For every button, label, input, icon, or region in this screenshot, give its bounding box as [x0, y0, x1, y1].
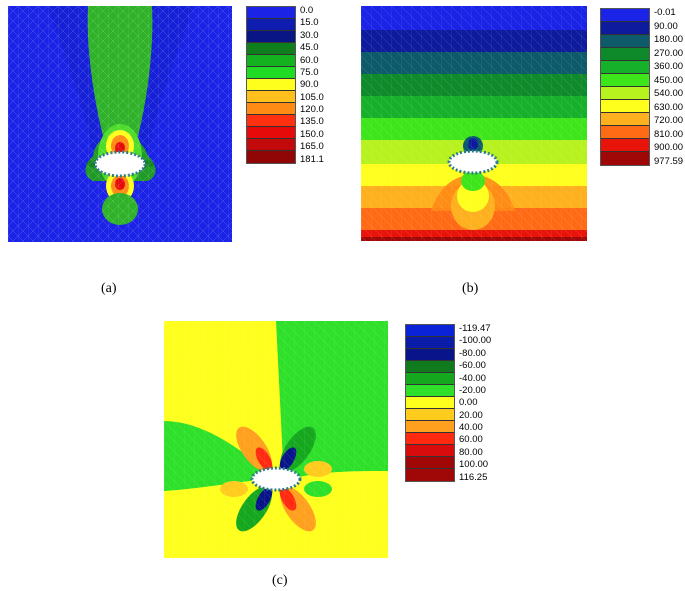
legend-swatch: [601, 9, 649, 22]
legend-label: 40.00: [459, 422, 483, 433]
legend-a: 0.0 15.0 30.0 45.0 60.0 75.0 90.0 105.0 120.0 135…: [246, 6, 324, 164]
legend-b: -0.01 90.00 180.00 270.00 360.00 450.00 540.00…: [600, 8, 683, 166]
legend-label: 60.0: [300, 54, 319, 66]
legend-swatch: [406, 349, 454, 361]
legend-swatch: [406, 337, 454, 349]
legend-swatch: [406, 325, 454, 337]
legend-swatch: [247, 115, 295, 127]
caption-a: (a): [101, 281, 117, 296]
legend-label: 165.0: [300, 141, 324, 153]
legend-swatch: [601, 152, 649, 165]
legend-swatch: [406, 457, 454, 469]
legend-label: -0.01: [654, 7, 676, 18]
legend-label: -60.00: [459, 360, 486, 372]
legend-swatch: [406, 469, 454, 481]
contour-plot-b: [361, 6, 587, 241]
legend-swatch: [601, 139, 649, 152]
legend-label: 0.00: [459, 397, 478, 409]
legend-label: 45.0: [300, 42, 319, 54]
legend-swatch: [601, 35, 649, 48]
legend-swatch: [406, 397, 454, 409]
legend-label: 181.1: [300, 153, 324, 165]
legend-label: 360.00: [654, 61, 684, 72]
legend-swatch: [601, 100, 649, 113]
legend-swatch: [601, 87, 649, 100]
legend-label: 80.00: [459, 446, 483, 458]
legend-label: -20.00: [459, 384, 486, 396]
legend-label: 150.0: [300, 128, 324, 140]
legend-swatch: [406, 433, 454, 445]
legend-swatch: [406, 409, 454, 421]
legend-label: 105.0: [300, 91, 324, 103]
legend-label: 60.00: [459, 434, 483, 446]
contour-plot-a: [8, 6, 232, 242]
legend-swatch: [601, 126, 649, 139]
legend-swatch: [247, 91, 295, 103]
legend-label: 270.00: [654, 47, 684, 59]
legend-label: 15.0: [300, 17, 319, 29]
legend-swatch: [406, 445, 454, 457]
legend-swatch: [601, 74, 649, 87]
legend-c: -119.47 -100.00 -80.00 -60.00 -40.00 -20.00 0.…: [405, 324, 491, 482]
contour-plot-c: [164, 321, 388, 558]
legend-label: 900.00: [654, 142, 684, 153]
legend-label: -80.00: [459, 347, 486, 359]
legend-swatch: [406, 373, 454, 385]
legend-swatch: [247, 31, 295, 43]
legend-label: 90.00: [654, 20, 678, 32]
legend-swatch: [247, 79, 295, 91]
legend-label: 977.59: [654, 155, 684, 167]
legend-label: 116.25: [459, 471, 488, 483]
legend-swatch: [601, 48, 649, 61]
legend-label: 30.0: [300, 29, 319, 41]
caption-b: (b): [462, 281, 479, 296]
legend-label: -100.00: [459, 335, 492, 347]
legend-swatch: [406, 385, 454, 397]
legend-swatch: [406, 421, 454, 433]
legend-label: 20.00: [459, 409, 483, 421]
legend-label: -40.00: [459, 372, 486, 384]
legend-swatch: [247, 7, 295, 19]
legend-label: 120.0: [300, 104, 324, 115]
legend-label: 180.00: [654, 34, 684, 45]
legend-swatch: [247, 55, 295, 67]
legend-swatch: [247, 103, 295, 115]
legend-swatch: [247, 19, 295, 31]
legend-label: -119.47: [459, 323, 491, 334]
legend-label: 630.00: [654, 101, 684, 113]
legend-swatch: [247, 151, 295, 163]
legend-label: 135.0: [300, 116, 324, 128]
caption-c: (c): [272, 573, 288, 588]
legend-label: 75.0: [300, 66, 319, 78]
legend-swatch: [247, 139, 295, 151]
legend-label: 100.00: [459, 459, 489, 471]
legend-label: 450.00: [654, 74, 684, 86]
legend-swatch: [247, 43, 295, 55]
legend-label: 720.00: [654, 115, 684, 126]
legend-label: 810.00: [654, 128, 684, 140]
legend-swatch: [601, 113, 649, 126]
legend-label: 0.0: [300, 5, 314, 16]
legend-label: 540.00: [654, 88, 684, 99]
legend-label: 90.0: [300, 79, 319, 91]
legend-swatch: [601, 22, 649, 35]
legend-swatch: [406, 361, 454, 373]
legend-swatch: [601, 61, 649, 74]
legend-swatch: [247, 127, 295, 139]
legend-swatch: [247, 67, 295, 79]
